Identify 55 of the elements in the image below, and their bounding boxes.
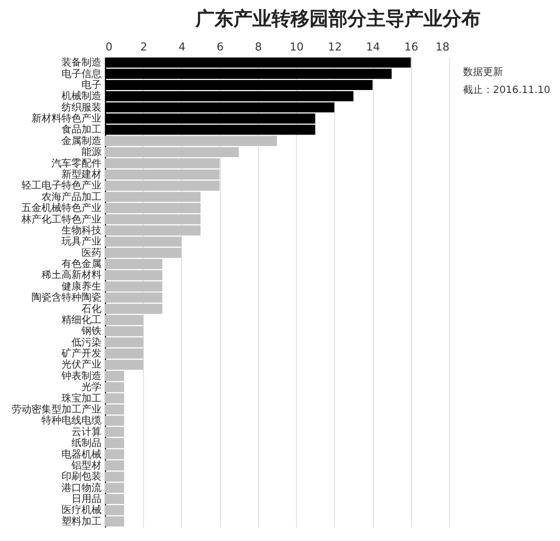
y-tick-label: 光学 [82, 381, 102, 394]
y-tick-label: 装备制造 [62, 56, 102, 69]
x-tick-label: 12 [328, 40, 342, 54]
y-tick-label: 新材料特色产业 [32, 112, 102, 125]
y-tick-label: 印刷包装 [62, 470, 102, 483]
y-tick-label: 铝型材 [70, 459, 102, 472]
y-tick-label: 轻工电子特色产业 [22, 180, 102, 192]
text: 截止：2016.11.10 [463, 84, 550, 96]
x-tick-label: 2 [140, 40, 148, 54]
y-tick-label: 机械制造 [62, 90, 102, 102]
y-tick-label: 电子信息 [62, 68, 102, 80]
x-tick-label: 14 [366, 40, 380, 54]
y-tick-label: 电子 [82, 78, 102, 91]
y-tick-label: 珠宝加工 [62, 392, 102, 404]
y-tick-label: 光伏产业 [62, 358, 102, 371]
y-tick-label: 金属制造 [62, 134, 102, 147]
y-tick-label: 医药 [82, 246, 102, 259]
y-tick-label: 食品加工 [62, 124, 102, 136]
y-tick-label: 生物科技 [62, 224, 102, 236]
y-tick-label: 精细化工 [62, 314, 102, 326]
x-tick-label: 8 [254, 40, 262, 54]
y-tick-label: 汽车零配件 [52, 157, 102, 170]
y-tick-label: 钢铁 [80, 325, 102, 338]
y-tick-label: 能源 [82, 146, 102, 158]
y-tick-label: 纸制品 [72, 437, 102, 450]
y-tick-label: 特种电线电缆 [42, 414, 102, 427]
y-tick-label: 港口物流 [62, 482, 102, 494]
x-tick-label: 18 [436, 40, 450, 54]
y-tick-label: 钟表制造 [60, 370, 102, 382]
y-tick-label: 纺织服装 [62, 101, 102, 114]
y-tick-label: 电器机械 [62, 448, 102, 460]
y-tick-label: 健康养生 [62, 280, 102, 292]
x-tick-label: 6 [216, 40, 224, 54]
y-tick-label: 五金机械特色产业 [22, 202, 102, 214]
y-tick-label: 石化 [82, 302, 102, 315]
y-tick-label: 林产化工特色产业 [20, 213, 102, 226]
x-tick-label: 10 [290, 40, 304, 54]
x-tick-label: 4 [178, 40, 186, 54]
y-tick-label: 矿产开发 [60, 348, 102, 360]
y-tick-label: 陶瓷含特种陶瓷 [32, 292, 102, 304]
y-tick-label: 低污染 [72, 336, 102, 348]
chart-title: 广东产业转移园部分主导产业分布 [194, 8, 480, 30]
x-tick-label: 0 [106, 40, 112, 54]
y-tick-label: 日用品 [72, 494, 102, 506]
text: 数据更新 [463, 66, 503, 78]
y-tick-label: 塑料加工 [62, 515, 102, 528]
y-tick-label: 玩具产业 [62, 236, 102, 248]
y-tick-label: 云计算 [72, 426, 102, 438]
y-tick-label: 农海产品加工 [42, 190, 102, 203]
y-tick-label: 有色金属 [62, 258, 102, 270]
y-tick-label: 新型建材 [62, 168, 102, 180]
x-tick-label: 16 [404, 40, 418, 54]
y-tick-label: 医疗机械 [62, 504, 102, 516]
y-tick-label: 稀土高新材料 [42, 269, 102, 282]
y-tick-label: 劳动密集型加工产业 [12, 404, 102, 416]
